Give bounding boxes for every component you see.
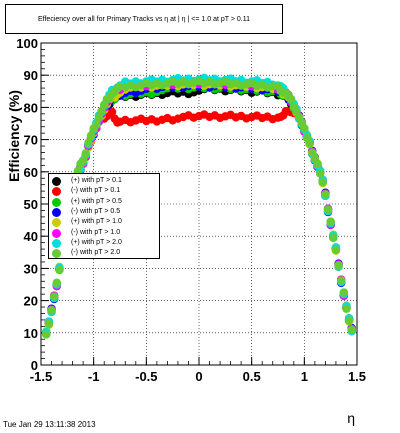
data-point [318, 178, 327, 187]
y-tick-label: 60 [24, 165, 38, 180]
data-point [347, 325, 356, 334]
x-tick-label: 0.5 [243, 369, 261, 384]
data-point [42, 330, 51, 339]
data-point [78, 156, 88, 165]
y-tick-label: 70 [24, 133, 38, 148]
data-point [329, 233, 338, 243]
legend-marker [52, 207, 61, 217]
y-axis-label: Efficiency (%) [6, 90, 22, 182]
legend-label: (-) with pT > 0.1 [71, 187, 121, 195]
legend-entry: (+) with pT > 2.0 [49, 238, 159, 248]
data-point [315, 169, 325, 178]
y-tick-label: 10 [24, 326, 38, 341]
data-point [84, 138, 93, 148]
data-point [334, 260, 343, 270]
legend-label: (+) with pT > 2.0 [71, 238, 122, 246]
y-tick-label: 90 [24, 68, 38, 83]
legend-marker [52, 177, 61, 186]
data-point [52, 278, 61, 288]
data-point [339, 288, 349, 297]
data-point [305, 139, 314, 148]
data-point [81, 149, 90, 158]
x-tick-label: -1.5 [30, 369, 52, 384]
data-point [86, 131, 96, 140]
legend-label: (+) with pT > 0.5 [71, 197, 122, 205]
x-tick-label: 1.5 [348, 369, 366, 384]
data-point [331, 245, 341, 255]
data-point [323, 205, 333, 214]
tick-layer: -1.5 -1 -0.5 0 0.5 1 1.5 0 10 20 30 40 50 60 70 80 90 100 [16, 36, 366, 384]
data-point [344, 316, 354, 325]
footer-timestamp: Tue Jan 29 13:11:38 2013 [3, 420, 96, 429]
legend-label: (+) with pT > 1.0 [71, 218, 122, 226]
y-tick-label: 80 [24, 100, 38, 115]
legend-entry: (+) with pT > 1.0 [49, 217, 159, 228]
legend-marker [52, 187, 61, 197]
data-point [342, 304, 351, 313]
data-point [107, 107, 117, 117]
data-point [321, 190, 330, 199]
chart-title: Effeciency over all for Primary Tracks v… [38, 15, 250, 23]
y-tick-label: 50 [24, 197, 38, 212]
data-point [326, 217, 335, 226]
legend-entry: (-) with pT > 0.5 [49, 207, 159, 217]
x-tick-label: 1 [301, 369, 308, 384]
data-point [44, 319, 54, 329]
data-point [49, 292, 59, 301]
data-point [92, 120, 101, 130]
data-point [337, 276, 346, 285]
data-point [313, 159, 322, 168]
x-tick-label: 0 [195, 369, 202, 384]
legend-marker [52, 238, 61, 248]
legend-marker [52, 228, 61, 238]
y-tick-label: 0 [31, 358, 38, 373]
legend-label: (-) with pT > 2.0 [71, 249, 121, 257]
data-point [47, 306, 56, 315]
y-tick-label: 30 [24, 261, 38, 276]
legend-label: (+) with pT > 0.1 [71, 177, 122, 184]
legend-marker [52, 218, 61, 228]
y-tick-label: 100 [16, 36, 38, 51]
legend-marker [52, 197, 61, 207]
legend-entry: (-) with pT > 0.1 [49, 186, 159, 197]
x-tick-label: -0.5 [135, 369, 157, 384]
y-tick-label: 20 [24, 294, 38, 309]
legend-entry: (-) with pT > 2.0 [49, 248, 159, 259]
x-tick-label: -1 [88, 369, 100, 384]
data-point [300, 124, 309, 133]
legend-entry: (-) with pT > 1.0 [49, 228, 159, 238]
chart-title-box: Effeciency over all for Primary Tracks v… [5, 4, 283, 34]
legend-label: (-) with pT > 0.5 [71, 207, 121, 215]
data-point [55, 265, 64, 275]
legend-entry: (+) with pT > 0.1 [49, 176, 159, 186]
legend-entry: (+) with pT > 0.5 [49, 197, 159, 207]
data-point [286, 94, 296, 104]
data-point [94, 113, 104, 123]
legend-marker [52, 249, 61, 259]
legend-label: (-) with pT > 1.0 [71, 228, 121, 236]
x-axis-label: η [347, 410, 355, 426]
y-tick-label: 40 [24, 229, 38, 244]
legend: (+) with pT > 0.1 (-) with pT > 0.1 (+) wi… [48, 173, 160, 259]
